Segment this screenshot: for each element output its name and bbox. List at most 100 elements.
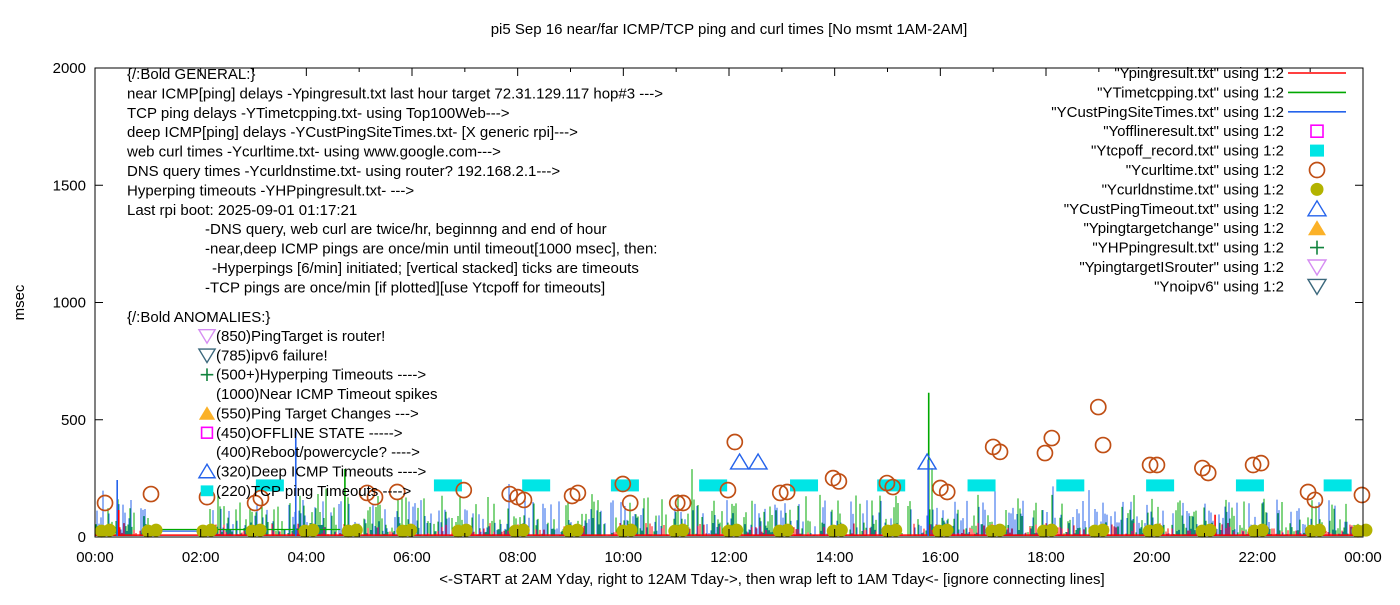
curl-point [991,443,1009,461]
legend-label: "Yofflineresult.txt" using 1:2 [1103,123,1284,140]
legend-label: "YCustPingSiteTimes.txt" using 1:2 [1051,104,1284,121]
general-line: {/:Bold GENERAL:} [127,66,255,83]
curl-point [455,481,473,499]
dns-point [1203,523,1217,537]
curl-point [621,494,639,512]
y-tick-label: 1000 [53,295,86,312]
dns-point [834,523,848,537]
dns-point [730,523,744,537]
plot-title: pi5 Sep 16 near/far ICMP/TCP ping and cu… [491,21,968,38]
dns-point [1045,523,1059,537]
curl-point [1141,456,1159,474]
tcp-timeout-rect [1146,479,1175,492]
anomaly-line: (400)Reboot/powercycle? ----> [216,444,420,461]
curl-point [1194,459,1211,477]
y-tick-label: 2000 [53,60,86,77]
curl-point [938,483,956,501]
curl-point [246,494,264,512]
general-line: Last rpi boot: 2025-09-01 01:17:21 [127,202,357,219]
anomaly-line: (1000)Near ICMP Timeout spikes [216,386,437,403]
curl-point [1036,444,1054,462]
legend-label: "Ypingresult.txt" using 1:2 [1114,65,1284,82]
curl-point [1244,456,1262,474]
x-tick-label: 16:00 [922,549,960,566]
x-tick-label: 10:00 [605,549,643,566]
y-axis-label: msec [11,284,28,320]
curl-point [1043,429,1061,447]
x-tick-label: 00:00 [1344,549,1382,566]
dns-point [1359,523,1373,537]
legend: "Ypingresult.txt" using 1:2 "YTimetcpping… [1051,65,1346,296]
dns-point [349,523,363,537]
dns-point [570,523,584,537]
anomaly-line: (785)ipv6 failure! [216,347,328,364]
anomaly-line: (850)PingTarget is router! [216,328,385,345]
curl-point [771,484,789,502]
dns-point [1096,523,1110,537]
legend-label: "Ypingtargetchange" using 1:2 [1083,220,1284,237]
dns-point [993,523,1007,537]
dns-point [676,523,690,537]
dns-point [516,523,530,537]
curl-point [614,475,632,493]
tcp-timeout-rect [522,479,551,492]
curl-point [778,483,796,501]
y-tick-label: 1500 [53,177,86,194]
legend-label: "Ycurltime.txt" using 1:2 [1126,162,1284,179]
curl-point [668,494,686,512]
curl-point [358,484,376,502]
dns-point [103,523,117,537]
legend-label: "Ynoipv6" using 1:2 [1154,278,1284,295]
deep-timeout-points [729,452,938,470]
tcp-timeout-rect [433,479,462,492]
dns-point [889,523,903,537]
dns-point [459,523,473,537]
x-tick-label: 14:00 [816,549,854,566]
curl-point [252,489,270,507]
general-line: -near,deep ICMP pings are once/min until… [205,241,657,258]
curl-point [1089,398,1107,416]
anomaly-line: (450)OFFLINE STATE -----> [216,425,403,442]
curl-point [96,494,114,512]
x-tick-label: 22:00 [1239,549,1277,566]
curl-point [366,488,384,506]
anomaly-line: (320)Deep ICMP Timeouts ----> [216,463,426,480]
tcp-timeout-rect [967,479,996,492]
legend-label: "YpingtargetISrouter" using 1:2 [1079,259,1284,276]
y-tick-label: 0 [78,529,86,546]
curl-point [142,485,160,503]
general-line: -Hyperpings [6/min] initiated; [vertical… [212,260,639,277]
x-axis-note: <-START at 2AM Yday, right to 12AM Tday-… [439,571,1104,588]
legend-label: "Ycurldnstime.txt" using 1:2 [1102,181,1284,198]
notable-spikes [116,392,1216,536]
curl-point [1148,456,1166,474]
curl-time-points [96,398,1371,512]
anomaly-line: (220)TCP ping Timeouts ----> [216,483,411,500]
x-tick-label: 18:00 [1027,549,1065,566]
axes-ticks: 0 500 1000 1500 2000 00:00 02:00 04:00 06:00 08:0… [53,60,1382,566]
legend-label: "YCustPingTimeout.txt" using 1:2 [1064,201,1284,218]
general-line: -DNS query, web curl are twice/hr, begin… [205,221,607,238]
curl-point [515,491,533,509]
dns-point [204,523,218,537]
legend-label: "YTimetcpping.txt" using 1:2 [1097,84,1284,101]
curl-point [1199,464,1217,482]
dns-point [1255,523,1269,537]
general-line: Hyperping timeouts -YHPpingresult.txt- -… [127,182,414,199]
dns-point [780,523,794,537]
x-tick-label: 20:00 [1133,549,1171,566]
general-line: TCP ping delays -YTimetcpping.txt- using… [127,105,510,122]
general-line: near ICMP[ping] delays -Ypingresult.txt … [127,85,663,102]
tcp-timeout-marks [255,479,1352,492]
general-line: deep ICMP[ping] delays -YCustPingSiteTim… [127,124,578,141]
anomalies-annotation: {/:Bold ANOMALIES:} (850)PingTarget is ro… [127,309,437,500]
curl-point [1094,436,1112,454]
x-tick-label: 08:00 [499,549,537,566]
anomalies-title: {/:Bold ANOMALIES:} [127,309,270,326]
tcp-timeout-rect [1235,479,1264,492]
x-tick-label: 02:00 [182,549,220,566]
curl-point [1353,486,1371,504]
tcp-timeout-rect [790,479,819,492]
x-tick-label: 00:00 [76,549,114,566]
